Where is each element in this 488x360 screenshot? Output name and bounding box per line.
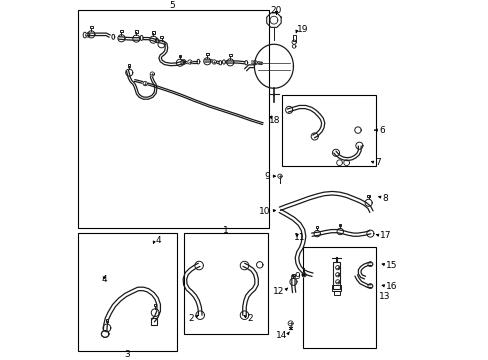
Bar	[315, 226, 318, 228]
Polygon shape	[287, 321, 292, 326]
Bar	[120, 30, 122, 32]
Polygon shape	[301, 273, 305, 277]
Bar	[128, 64, 130, 67]
Polygon shape	[335, 280, 339, 284]
Polygon shape	[143, 81, 147, 86]
Bar	[303, 247, 375, 348]
Polygon shape	[85, 33, 90, 37]
Bar	[154, 304, 156, 306]
Text: 16: 16	[386, 282, 397, 291]
Bar	[105, 319, 108, 321]
Polygon shape	[187, 60, 192, 64]
Text: 10: 10	[258, 207, 269, 216]
Text: 15: 15	[386, 261, 397, 270]
Polygon shape	[335, 266, 339, 270]
Bar	[333, 291, 339, 295]
Text: 20: 20	[270, 6, 282, 15]
Polygon shape	[277, 174, 282, 178]
Text: 5: 5	[168, 1, 174, 10]
Bar	[332, 262, 340, 289]
Text: 2: 2	[247, 314, 252, 323]
Text: 3: 3	[124, 350, 130, 359]
Polygon shape	[150, 72, 154, 76]
Bar	[205, 53, 208, 55]
Text: 13: 13	[378, 292, 389, 301]
Text: 14: 14	[275, 330, 286, 339]
Bar	[292, 35, 295, 41]
Bar	[151, 318, 157, 325]
Bar	[160, 36, 163, 38]
Bar	[135, 31, 137, 32]
Text: 18: 18	[269, 116, 280, 125]
Bar	[78, 233, 177, 351]
Bar	[152, 31, 154, 33]
Bar	[331, 285, 341, 291]
Text: 2: 2	[188, 314, 194, 323]
Text: 11: 11	[294, 233, 305, 242]
Bar	[338, 224, 341, 226]
Text: 17: 17	[379, 231, 391, 240]
Text: 12: 12	[272, 287, 284, 296]
Bar	[292, 274, 294, 276]
Polygon shape	[212, 60, 216, 64]
Text: 7: 7	[375, 158, 381, 167]
Bar	[178, 55, 181, 57]
Bar	[228, 54, 231, 56]
Text: 8: 8	[382, 194, 388, 203]
Text: 19: 19	[296, 24, 308, 33]
Text: 4: 4	[155, 235, 161, 244]
Polygon shape	[252, 60, 257, 65]
Bar	[90, 26, 92, 28]
Bar	[281, 95, 375, 166]
Polygon shape	[335, 273, 339, 277]
Text: 9: 9	[294, 272, 300, 281]
Bar	[184, 233, 267, 334]
Text: 6: 6	[379, 126, 384, 135]
Text: 4: 4	[102, 275, 107, 284]
Text: 9: 9	[264, 172, 269, 181]
Bar	[366, 195, 369, 197]
Text: 1: 1	[223, 226, 228, 235]
Bar	[78, 9, 269, 228]
